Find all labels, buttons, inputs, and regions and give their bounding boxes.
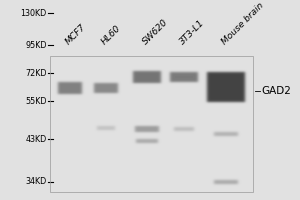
- Text: MCF7: MCF7: [64, 22, 88, 46]
- Text: SW620: SW620: [141, 17, 169, 46]
- Text: HL60: HL60: [100, 23, 123, 46]
- Bar: [50, 56, 253, 192]
- Text: GAD2: GAD2: [261, 86, 291, 96]
- Text: 3T3-L1: 3T3-L1: [178, 18, 206, 46]
- Text: 95KD: 95KD: [25, 40, 46, 49]
- Text: 72KD: 72KD: [25, 68, 46, 77]
- Text: 130KD: 130KD: [20, 8, 46, 18]
- Text: Mouse brain: Mouse brain: [220, 0, 266, 46]
- Text: 43KD: 43KD: [25, 134, 46, 144]
- Text: 34KD: 34KD: [25, 178, 46, 186]
- Text: 55KD: 55KD: [25, 97, 46, 106]
